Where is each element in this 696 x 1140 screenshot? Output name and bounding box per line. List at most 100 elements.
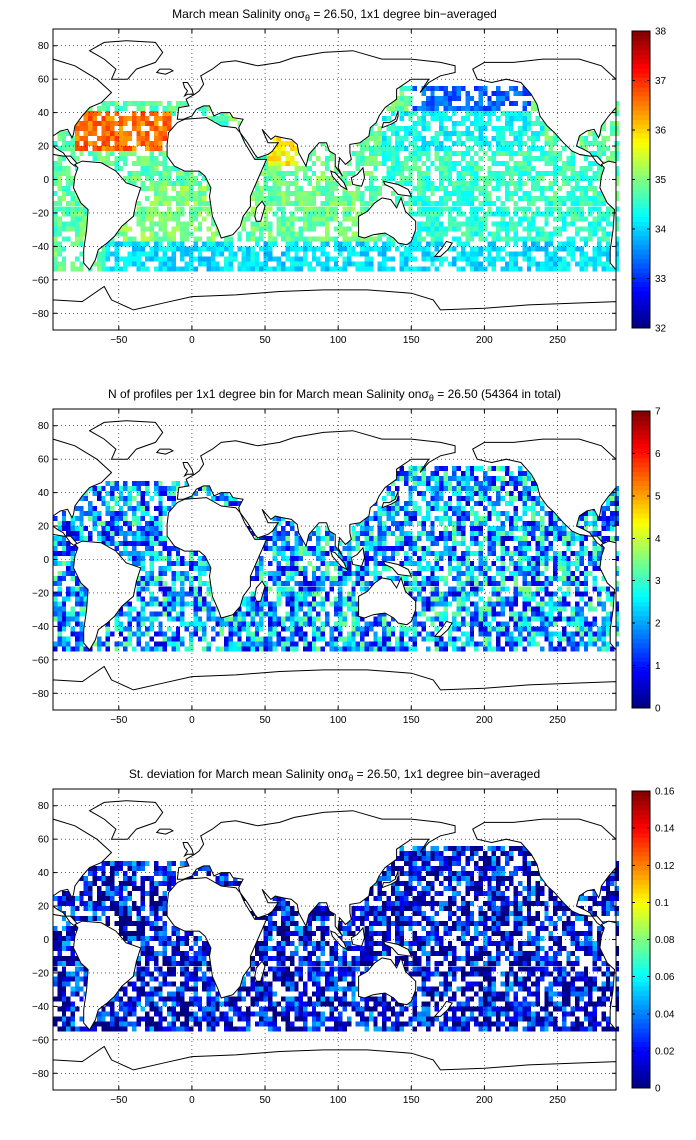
data-cell: [83, 596, 89, 602]
data-cell: [329, 561, 334, 567]
data-cell: [540, 621, 545, 627]
data-cell: [127, 541, 132, 547]
data-cell: [197, 246, 203, 252]
data-cell: [548, 511, 554, 516]
data-cell: [421, 531, 426, 537]
data-cell: [316, 646, 321, 652]
data-cell: [404, 576, 409, 582]
data-cell: [425, 105, 431, 111]
data-cell: [325, 241, 330, 247]
data-cell: [285, 236, 290, 242]
data-cell: [263, 221, 268, 227]
data-cell: [158, 531, 163, 537]
data-cell: [430, 531, 435, 537]
data-cell: [390, 171, 396, 177]
data-cell: [263, 611, 268, 617]
data-cell: [386, 636, 391, 642]
data-cell: [605, 586, 611, 592]
data-cell: [193, 226, 198, 232]
data-cell: [175, 561, 181, 567]
data-cell: [355, 216, 361, 222]
data-cell: [246, 236, 251, 242]
data-cell: [421, 581, 426, 587]
data-cell: [254, 156, 260, 162]
data-cell: [447, 136, 453, 141]
data-cell: [513, 116, 518, 121]
data-cell: [268, 251, 273, 257]
data-cell: [474, 216, 479, 222]
data-cell: [417, 531, 422, 537]
data-cell: [469, 236, 475, 242]
data-cell: [66, 561, 71, 567]
data-cell: [421, 136, 426, 141]
data-cell: [70, 136, 75, 141]
data-cell: [180, 256, 185, 262]
data-cell: [408, 516, 413, 521]
data-cell: [53, 161, 58, 167]
data-cell: [496, 531, 501, 537]
data-cell: [417, 631, 422, 637]
data-cell: [132, 646, 137, 652]
data-cell: [548, 646, 554, 652]
data-cell: [285, 266, 290, 272]
data-cell: [601, 631, 606, 637]
data-cell: [526, 546, 532, 552]
data-cell: [482, 211, 488, 217]
data-cell: [140, 211, 146, 217]
data-cell: [276, 201, 282, 207]
data-cell: [79, 251, 84, 257]
data-cell: [197, 226, 203, 232]
data-cell: [412, 166, 418, 172]
data-cell: [232, 501, 238, 506]
data-cell: [294, 541, 299, 547]
data-cell: [557, 206, 562, 212]
data-cell: [338, 541, 343, 547]
data-cell: [184, 251, 189, 257]
data-cell: [189, 191, 194, 197]
data-cell: [443, 591, 448, 597]
data-cell: [364, 551, 369, 557]
data-cell: [605, 616, 611, 622]
data-cell: [79, 521, 84, 526]
data-cell: [465, 611, 470, 617]
data-cell: [588, 626, 593, 632]
data-cell: [478, 186, 483, 192]
data-cell: [210, 236, 216, 242]
data-cell: [421, 566, 426, 572]
data-cell: [601, 151, 606, 157]
data-cell: [390, 146, 396, 152]
data-cell: [149, 256, 154, 262]
x-tick-label: 250: [549, 335, 566, 346]
data-cell: [193, 621, 198, 627]
data-cell: [614, 126, 619, 131]
data-cell: [289, 551, 295, 557]
data-cell: [132, 261, 137, 267]
data-cell: [531, 256, 536, 262]
data-cell: [478, 105, 483, 111]
data-cell: [241, 626, 246, 632]
data-cell: [500, 521, 505, 526]
data-cell: [553, 246, 558, 252]
data-cell: [434, 636, 440, 642]
data-cell: [136, 621, 141, 627]
data-cell: [395, 136, 400, 141]
data-cell: [88, 141, 93, 146]
data-cell: [110, 161, 115, 167]
data-cell: [513, 231, 518, 237]
data-cell: [386, 141, 391, 146]
data-cell: [482, 266, 488, 272]
data-cell: [557, 586, 562, 592]
data-cell: [268, 536, 273, 542]
data-cell: [408, 561, 413, 567]
data-cell: [447, 166, 453, 172]
data-cell: [522, 206, 527, 212]
data-cell: [456, 266, 461, 272]
data-cell: [197, 576, 203, 582]
data-cell: [544, 186, 549, 192]
data-cell: [263, 541, 268, 547]
data-cell: [241, 251, 246, 257]
data-cell: [461, 556, 466, 562]
data-cell: [149, 216, 154, 222]
data-cell: [346, 236, 352, 242]
data-cell: [171, 236, 176, 242]
